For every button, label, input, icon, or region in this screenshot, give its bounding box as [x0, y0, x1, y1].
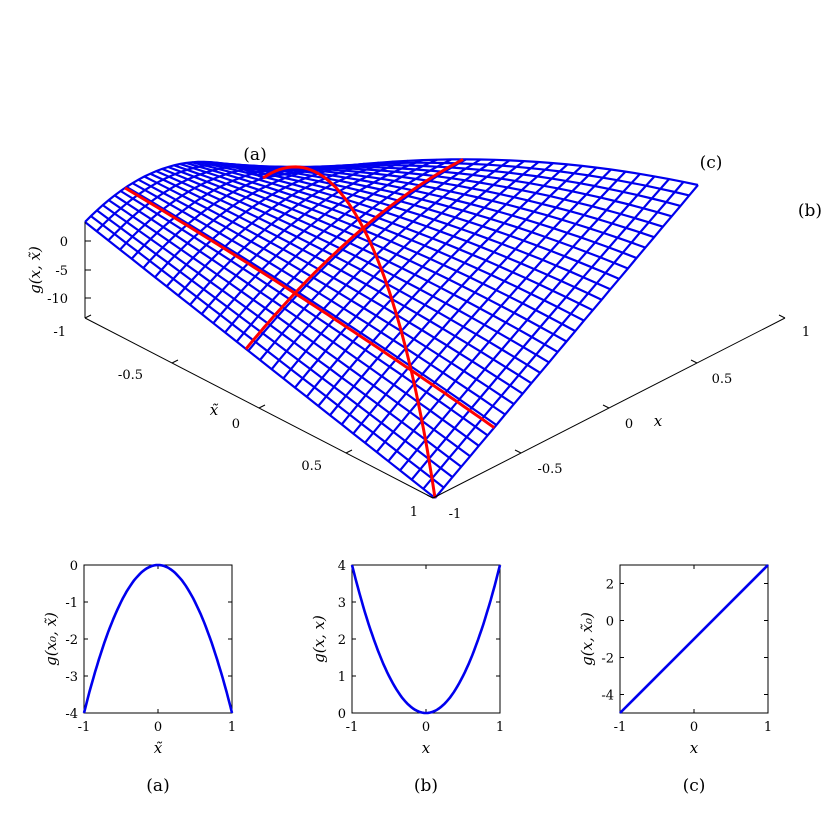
series-line [82, 563, 234, 714]
mesh-line-y [209, 161, 620, 280]
y-tick-label: 3 [338, 596, 346, 611]
x-tick-mark [426, 494, 434, 499]
mesh-line-y [102, 204, 462, 468]
slice-b [262, 165, 437, 499]
y-axis-label: g(x, x̃₀) [578, 612, 596, 666]
z-tick-label: -5 [55, 264, 68, 279]
y-tick-label: 4 [338, 559, 346, 574]
panel-caption: (b) [414, 776, 438, 796]
y-tick-label: -4 [65, 707, 78, 722]
mesh-line-y [161, 167, 550, 364]
x-tick-label: 1 [764, 720, 772, 735]
y-axis-label: g(x, x) [310, 615, 328, 663]
mesh-line-y [84, 221, 436, 499]
z-tick-label: -10 [47, 292, 68, 307]
mesh-line-y [143, 175, 524, 395]
mesh-line-y [120, 190, 489, 437]
x-tick-label: 0 [690, 720, 698, 735]
mesh-line-y [96, 209, 454, 478]
y-axis-label: g(x₀, x̃) [42, 612, 60, 666]
panel-b [350, 564, 502, 715]
x-tick-label: 0.5 [712, 372, 733, 387]
mesh-line-y [90, 215, 445, 489]
y-tick-label: -2 [601, 652, 614, 667]
mesh-line-y [108, 199, 471, 458]
xtilde-tick-mark [432, 494, 440, 499]
z-axis-label: g(x, x̃) [26, 246, 44, 294]
xtilde-tick-mark [258, 404, 266, 409]
surface-plot [84, 158, 786, 499]
x-tick-label: -1 [614, 720, 627, 735]
y-tick-label: 0 [70, 559, 78, 574]
y-tick-label: -4 [601, 689, 614, 704]
x-tick-label: -1 [78, 720, 91, 735]
xtilde-tick-label: 0.5 [301, 459, 322, 474]
y-tick-label: 0 [338, 707, 346, 722]
annotation-c: (c) [700, 153, 723, 173]
x-axis-label: x [654, 412, 663, 430]
panel-caption: (c) [683, 776, 706, 796]
x-tick-mark [690, 359, 698, 364]
mesh-line-y [149, 172, 532, 385]
annotation-b: (b) [798, 201, 822, 221]
mesh-line-y [179, 162, 576, 333]
x-tick-label: 0 [422, 720, 430, 735]
surface-axes [84, 222, 786, 499]
xtilde-tick-mark [171, 359, 179, 364]
mesh-line-y [221, 162, 637, 260]
slice-a [244, 158, 464, 350]
mesh-line-y [137, 178, 515, 406]
mesh-line-y [131, 182, 506, 416]
series-line [619, 564, 769, 714]
annotation-a: (a) [243, 145, 266, 165]
panel-caption: (a) [146, 776, 169, 796]
xtilde-tick-label: 0 [232, 417, 240, 432]
y-tick-label: -2 [65, 633, 78, 648]
y-tick-label: -3 [65, 670, 78, 685]
y-tick-label: 2 [606, 578, 614, 593]
surface-mesh [84, 158, 699, 499]
mesh-line-y [167, 165, 559, 353]
x-axis-label: x [422, 739, 431, 757]
xtilde-tick-label: -0.5 [118, 368, 143, 383]
panel-c [619, 564, 769, 714]
z-tick-label: 0 [60, 235, 68, 250]
mesh-line-y [125, 185, 498, 426]
x-tick-label: 1 [496, 720, 504, 735]
mesh-line-y [114, 194, 480, 447]
mesh-line-y [215, 161, 629, 270]
y-tick-label: -1 [65, 596, 78, 611]
x-tick-label: 1 [802, 325, 810, 340]
mesh-line-y [185, 161, 585, 322]
xtilde-tick-mark [84, 314, 92, 319]
mesh-line-y [203, 160, 611, 291]
xtilde-tick-label: 1 [410, 505, 418, 520]
x-tick-mark [602, 404, 610, 409]
x-axis-label: x [690, 739, 699, 757]
panel-a [82, 563, 234, 714]
y-tick-label: 1 [338, 670, 346, 685]
x-tick-mark [778, 314, 786, 319]
mesh-line-y [227, 163, 646, 249]
series-line [350, 564, 502, 715]
mesh-line-y [155, 170, 541, 374]
xtilde-tick-mark [345, 449, 353, 454]
x-tick-mark [514, 449, 522, 454]
y-tick-label: 2 [338, 633, 346, 648]
y-tick-label: 0 [606, 615, 614, 630]
x-tick-label: 0 [154, 720, 162, 735]
x-axis-label: x̃ [154, 739, 163, 757]
slice-c [124, 186, 496, 429]
x-tick-label: 0 [625, 417, 633, 432]
xtilde-tick-label: -1 [53, 325, 66, 340]
mesh-line-y [191, 161, 594, 312]
x-tick-label: -1 [449, 507, 462, 522]
slice-lines [124, 158, 496, 499]
x-tick-label: -0.5 [537, 462, 562, 477]
xtilde-axis-label: x̃ [210, 401, 219, 419]
x-tick-label: 1 [228, 720, 236, 735]
x-tick-label: -1 [346, 720, 359, 735]
